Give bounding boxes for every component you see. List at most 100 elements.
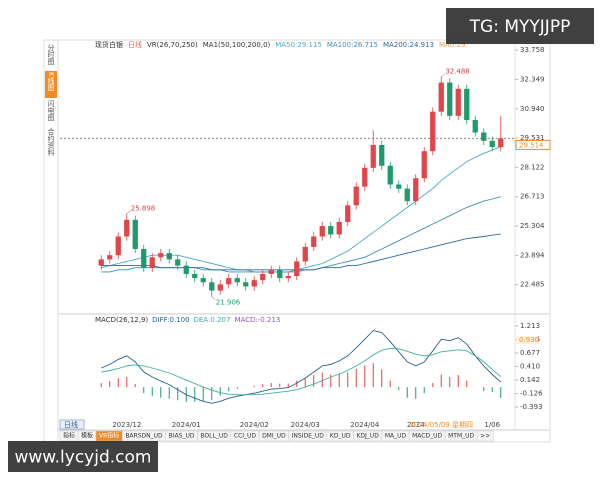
candle-body — [464, 88, 470, 121]
candle-body — [158, 253, 164, 258]
candle-body — [489, 140, 495, 148]
y-tick-label: 28.122 — [520, 163, 545, 171]
candle-body — [370, 144, 376, 168]
annotation-leader — [126, 210, 131, 214]
candle-body — [200, 278, 206, 283]
candle-body — [328, 226, 334, 235]
candle-body — [124, 219, 130, 237]
y-tick-label: 22.485 — [520, 281, 545, 289]
header-tail: MA0:29. — [439, 41, 468, 49]
candle-body — [430, 111, 436, 152]
x-tick-label: 2024/03 — [291, 421, 320, 429]
candle-body — [107, 255, 113, 260]
candle-body — [447, 82, 453, 116]
y-tick-label: 0.410 — [520, 362, 540, 370]
sidebar-tab-active — [45, 71, 57, 98]
y-tick-label: 26.713 — [520, 193, 545, 201]
tab: VR指标 — [99, 432, 119, 440]
candle-body — [260, 273, 266, 281]
candle-body — [413, 178, 419, 202]
candle-body — [183, 265, 189, 274]
candle-body — [362, 167, 368, 187]
tab: BARSDN_UD — [125, 433, 163, 440]
legend-name: MA50 — [275, 41, 295, 49]
legend-name: DEA — [194, 316, 209, 324]
legend-value: 0.100 — [170, 316, 190, 324]
tab: INSIDE_UD — [292, 433, 325, 440]
legend-value: 26.715 — [353, 41, 378, 49]
candle-body — [268, 269, 274, 274]
legend-sep: : — [208, 316, 210, 324]
candle-body — [149, 257, 155, 268]
tab: MACD_UD — [412, 433, 442, 440]
macd-line — [101, 330, 502, 404]
candle-body — [472, 120, 478, 133]
candle-body — [345, 205, 351, 222]
last-price-box — [515, 139, 551, 150]
sidebar-tab: K线图 — [47, 72, 55, 92]
candle-body — [217, 284, 223, 291]
candle-body — [302, 246, 308, 262]
legend-value: -0.213 — [258, 316, 281, 324]
tab: BIAS_UD — [169, 433, 195, 440]
legend-sep: : — [167, 316, 169, 324]
legend-sep: : — [407, 41, 409, 49]
tab: DMI_UD — [262, 433, 286, 440]
candle-body — [396, 184, 402, 189]
y-tick-label: -0.393 — [520, 403, 543, 411]
macd-legend: DIFF:0.100 — [152, 316, 189, 324]
candle-body — [455, 88, 461, 116]
sidebar-tab: 合约资料 — [47, 127, 55, 157]
crosshair-date: 2024/05/09 星期四 — [409, 421, 473, 429]
candle-body — [353, 186, 359, 206]
candle-body — [404, 188, 410, 202]
legend-value: 0.207 — [210, 316, 230, 324]
y-tick-label: 29.531 — [520, 134, 545, 142]
candle-body — [438, 82, 444, 112]
annotation-leader — [211, 296, 216, 300]
candle-body — [498, 138, 504, 148]
header-item: VR(26,70,250) — [147, 41, 198, 49]
candle-body — [234, 278, 240, 283]
candle-body — [175, 259, 181, 266]
period-tab — [59, 419, 85, 430]
period: 日线 — [128, 40, 142, 49]
candle-body — [209, 282, 215, 291]
candle-body — [192, 273, 198, 279]
x-tick-label: 2024/01 — [172, 421, 201, 429]
tab: BOLL_UD — [200, 433, 228, 440]
period-label: 日线 — [64, 420, 78, 429]
candle-body — [294, 261, 300, 277]
y-tick-label: 32.349 — [520, 75, 545, 83]
watermark-box — [8, 441, 158, 472]
y-tick-label: 33.758 — [520, 46, 545, 54]
candle-body — [141, 248, 147, 268]
watermark-box — [446, 8, 594, 44]
annotation: 25.898 — [131, 205, 156, 213]
legend-name: DIFF — [152, 316, 167, 324]
candle-body — [166, 253, 172, 260]
legend-sep: : — [351, 41, 353, 49]
chart-title: 现货白银 — [95, 40, 123, 49]
x-tick-label: 2023/12 — [112, 421, 141, 429]
candle-body — [387, 165, 393, 185]
watermark: TG: MYYJJPP — [469, 17, 571, 37]
legend-entry: MA200:24.913 — [383, 41, 434, 49]
header-item: MA1(50,100,200,0) — [203, 41, 271, 49]
x-tick-label: 2024/02 — [240, 421, 269, 429]
y-tick-label: 0.677 — [520, 349, 540, 357]
tab-bg[interactable] — [476, 430, 494, 442]
macd-title: MACD(26,12,9) — [95, 316, 148, 324]
tab: KDJ_UD — [356, 433, 379, 440]
tab: MA_UD — [385, 433, 407, 440]
candle-body — [277, 269, 283, 279]
candle-body — [132, 219, 138, 249]
candle-body — [421, 151, 427, 179]
candle-body — [98, 259, 104, 266]
macd-legend: DEA:0.207 — [194, 316, 231, 324]
tab: >> — [480, 433, 490, 440]
candle-body — [311, 236, 317, 247]
tab: KD_UD — [330, 433, 351, 440]
legend-name: MACD — [234, 316, 255, 324]
y-tick-label: 0.142 — [520, 376, 540, 384]
